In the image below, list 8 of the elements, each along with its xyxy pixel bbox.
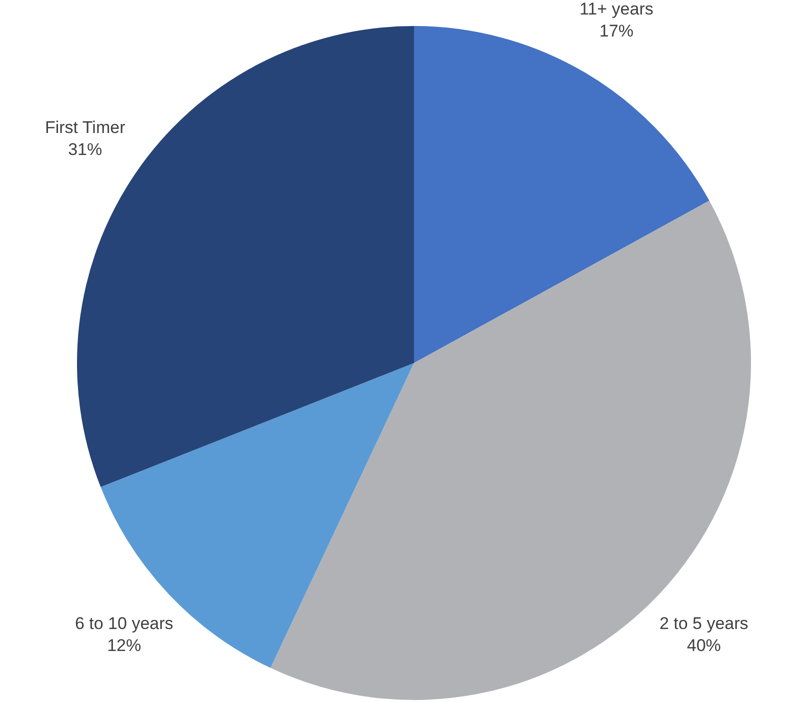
data-label: 40% bbox=[686, 636, 721, 655]
data-label: 31% bbox=[68, 140, 102, 160]
data-label: 17% bbox=[599, 21, 634, 40]
data-label: 12% bbox=[107, 636, 142, 655]
slice-label: 2 to 5 years bbox=[659, 614, 748, 633]
slice-label: 11+ years bbox=[579, 0, 654, 18]
slice-label: First Timer bbox=[44, 118, 126, 138]
slice-label: 6 to 10 years bbox=[74, 614, 174, 633]
